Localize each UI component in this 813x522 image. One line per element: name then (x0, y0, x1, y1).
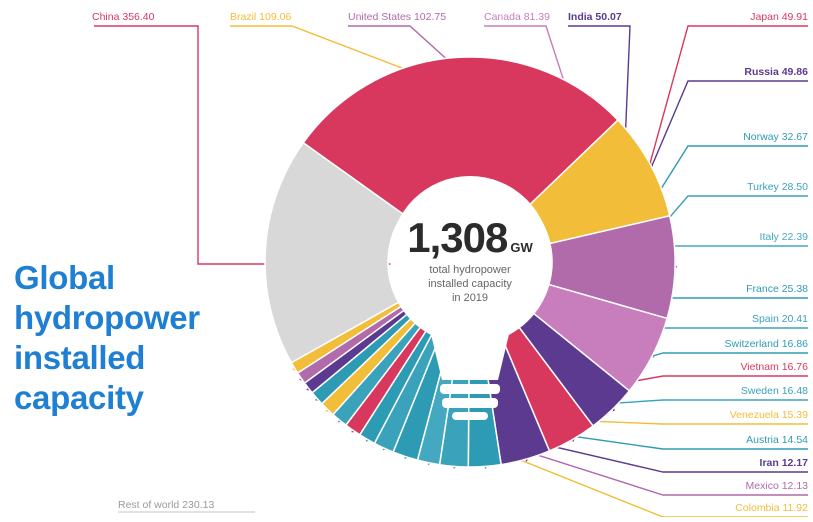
center-subtitle: total hydropower installed capacity in 2… (405, 263, 535, 305)
title-line: hydropower (14, 299, 200, 336)
slice-label-sweden: Sweden 16.48 (741, 385, 808, 397)
title-line: Global (14, 259, 115, 296)
title-line: capacity (14, 379, 144, 416)
total-value: 1,308 (407, 214, 508, 261)
title-line: installed (14, 339, 146, 376)
bulb-shape (390, 176, 550, 336)
slice-label-russia: Russia 49.86 (744, 66, 808, 78)
slice-label-spain: Spain 20.41 (752, 313, 808, 325)
slice-label-japan: Japan 49.91 (750, 11, 808, 23)
slice-label-rest-of-world: Rest of world 230.13 (118, 499, 214, 511)
center-subtitle-line: total hydropower (429, 264, 511, 276)
center-subtitle-line: in 2019 (451, 292, 489, 304)
slice-label-india: India 50.07 (568, 11, 622, 23)
bulb-shape (440, 384, 500, 394)
slice-label-colombia: Colombia 11.92 (735, 502, 808, 514)
slice-rest-of-world (264, 141, 405, 364)
light-bulb-icon (390, 176, 550, 420)
total-unit: GW (510, 240, 533, 255)
bulb-shape (452, 412, 488, 420)
slice-label-iran: Iran 12.17 (760, 457, 809, 469)
center-total: 1,308 GW (390, 214, 550, 262)
slice-label-united-states: United States 102.75 (348, 11, 446, 23)
slice-label-switzerland: Switzerland 16.86 (725, 338, 809, 350)
bulb-shape (428, 322, 512, 380)
slice-label-mexico: Mexico 12.13 (746, 480, 809, 492)
slice-label-france: France 25.38 (746, 283, 808, 295)
slice-label-brazil: Brazil 109.06 (230, 11, 291, 23)
slice-labels: China 356.40 Brazil 109.06 United States 1… (92, 11, 808, 514)
bulb-shape (442, 398, 498, 408)
slice-label-venezuela: Venezuela 15.39 (730, 409, 808, 421)
slice-label-norway: Norway 32.67 (743, 131, 808, 143)
slice-label-austria: Austria 14.54 (746, 434, 808, 446)
slice-label-china: China 356.40 (92, 11, 155, 23)
slice-label-vietnam: Vietnam 16.76 (740, 361, 808, 373)
slice-label-canada: Canada 81.39 (484, 11, 550, 23)
chart-title: Global hydropower installed capacity (14, 258, 254, 418)
slice-label-italy: Italy 22.39 (760, 231, 809, 243)
center-subtitle-line: installed capacity (428, 278, 512, 290)
slice-label-turkey: Turkey 28.50 (747, 181, 808, 193)
